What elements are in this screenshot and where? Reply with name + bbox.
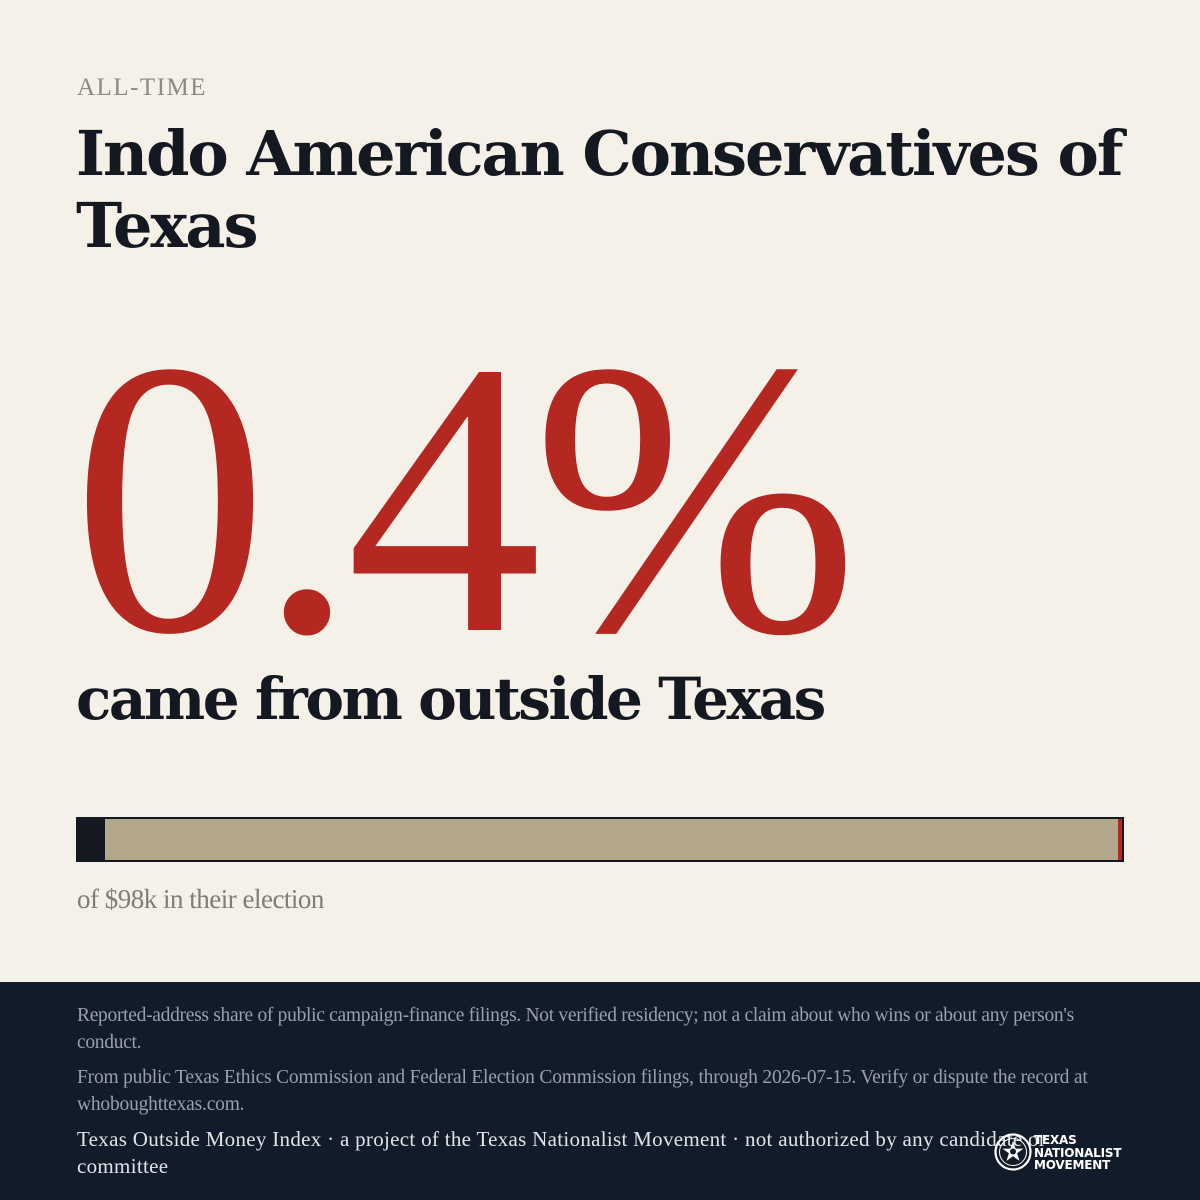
logo-line-2: NATIONALIST: [1034, 1145, 1122, 1160]
footer-project-credit: Texas Outside Money Index · a project of…: [77, 1127, 1047, 1178]
footer-source: From public Texas Ethics Commission and …: [77, 1067, 1088, 1115]
share-bar-caption: of $98k in their election: [77, 884, 324, 914]
share-bar-outside-segment: [1118, 819, 1122, 860]
committee-title: Indo American Conservatives of Texas: [76, 117, 1124, 262]
star-seal-icon: [994, 1133, 1032, 1171]
share-bar: [76, 817, 1124, 862]
footer-disclaimer: Reported-address share of public campaig…: [77, 1005, 1074, 1053]
tnm-logo-wordmark: TEXAS NATIONALIST MOVEMENT: [1034, 1133, 1122, 1172]
time-range-label: ALL-TIME: [77, 74, 208, 101]
logo-line-1: TEXAS: [1034, 1133, 1077, 1147]
share-bar-left-cap: [78, 819, 105, 860]
logo-line-3: MOVEMENT: [1034, 1158, 1111, 1172]
outside-share-stat: 0.4%: [72, 281, 859, 715]
footer: Reported-address share of public campaig…: [0, 982, 1200, 1200]
tnm-logo: TEXAS NATIONALIST MOVEMENT: [993, 1132, 1128, 1174]
stat-caption: came from outside Texas: [76, 665, 826, 733]
